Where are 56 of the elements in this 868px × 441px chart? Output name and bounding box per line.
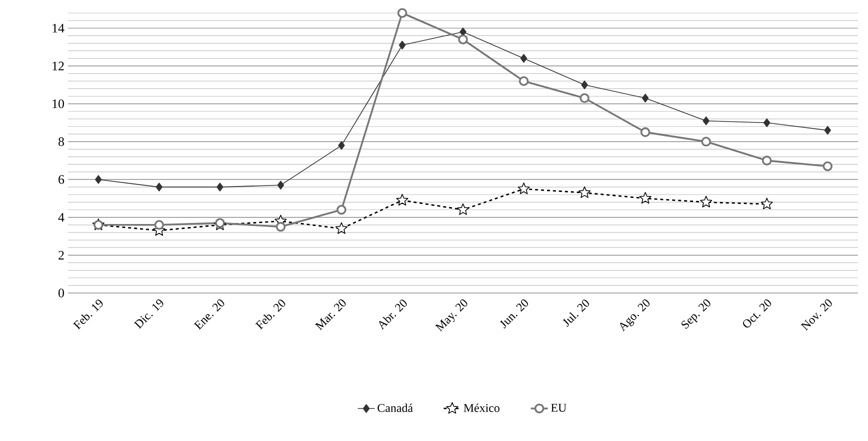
x-tick-label: Feb. 20	[255, 300, 286, 330]
point	[763, 118, 770, 128]
y-tick-label: 0	[58, 288, 64, 298]
point	[760, 198, 773, 210]
point	[700, 196, 712, 208]
point	[762, 156, 772, 166]
point	[215, 218, 225, 228]
x-tick-label: Jul. 20	[562, 300, 590, 327]
point	[95, 175, 102, 184]
point	[824, 126, 832, 135]
point	[701, 136, 711, 147]
point	[216, 182, 224, 192]
x-tick-label: Ene. 20	[194, 299, 224, 330]
point	[456, 203, 470, 215]
point	[822, 161, 833, 172]
y-tick-label: 8	[58, 137, 64, 146]
point	[397, 8, 408, 18]
point	[581, 80, 588, 90]
y-tick-label: 2	[58, 250, 64, 260]
point	[396, 194, 408, 206]
point	[277, 180, 284, 190]
x-tick-label: Abr. 20	[379, 300, 407, 330]
point	[338, 141, 345, 150]
point	[156, 182, 163, 192]
point	[458, 34, 468, 44]
legend-label: Canadá	[378, 404, 413, 412]
x-tick-label: Sep. 20	[681, 299, 710, 329]
point	[336, 204, 346, 215]
x-tick-label: Dic. 19	[134, 299, 164, 329]
x-tick-label: Ago. 20	[620, 299, 650, 332]
x-tick-label: Feb. 19	[72, 300, 103, 330]
point	[642, 94, 649, 103]
point	[639, 192, 652, 204]
x-tick-label: Nov. 20	[800, 299, 832, 331]
point	[518, 182, 530, 194]
y-tick-label: 10	[52, 99, 64, 108]
x-tick-label: Oct. 20	[743, 299, 772, 328]
point	[154, 220, 164, 230]
y-tick-label: 6	[58, 175, 64, 184]
y-tick-label: 4	[58, 213, 64, 222]
point	[518, 76, 529, 86]
legend-label: EU	[551, 404, 566, 412]
point	[335, 222, 348, 234]
y-tick-label: 12	[52, 62, 64, 70]
y-tick-label: 14	[52, 24, 64, 32]
point	[640, 127, 650, 138]
point	[276, 222, 286, 232]
x-tick-label: May. 20	[435, 299, 468, 332]
x-tick-label: Jun. 20	[500, 299, 528, 329]
point	[520, 54, 528, 63]
legend-label: México	[464, 404, 500, 412]
point	[398, 40, 406, 50]
x-tick-label: Mar. 20	[314, 299, 346, 330]
point	[702, 116, 710, 126]
point	[580, 93, 590, 104]
point	[578, 186, 591, 198]
